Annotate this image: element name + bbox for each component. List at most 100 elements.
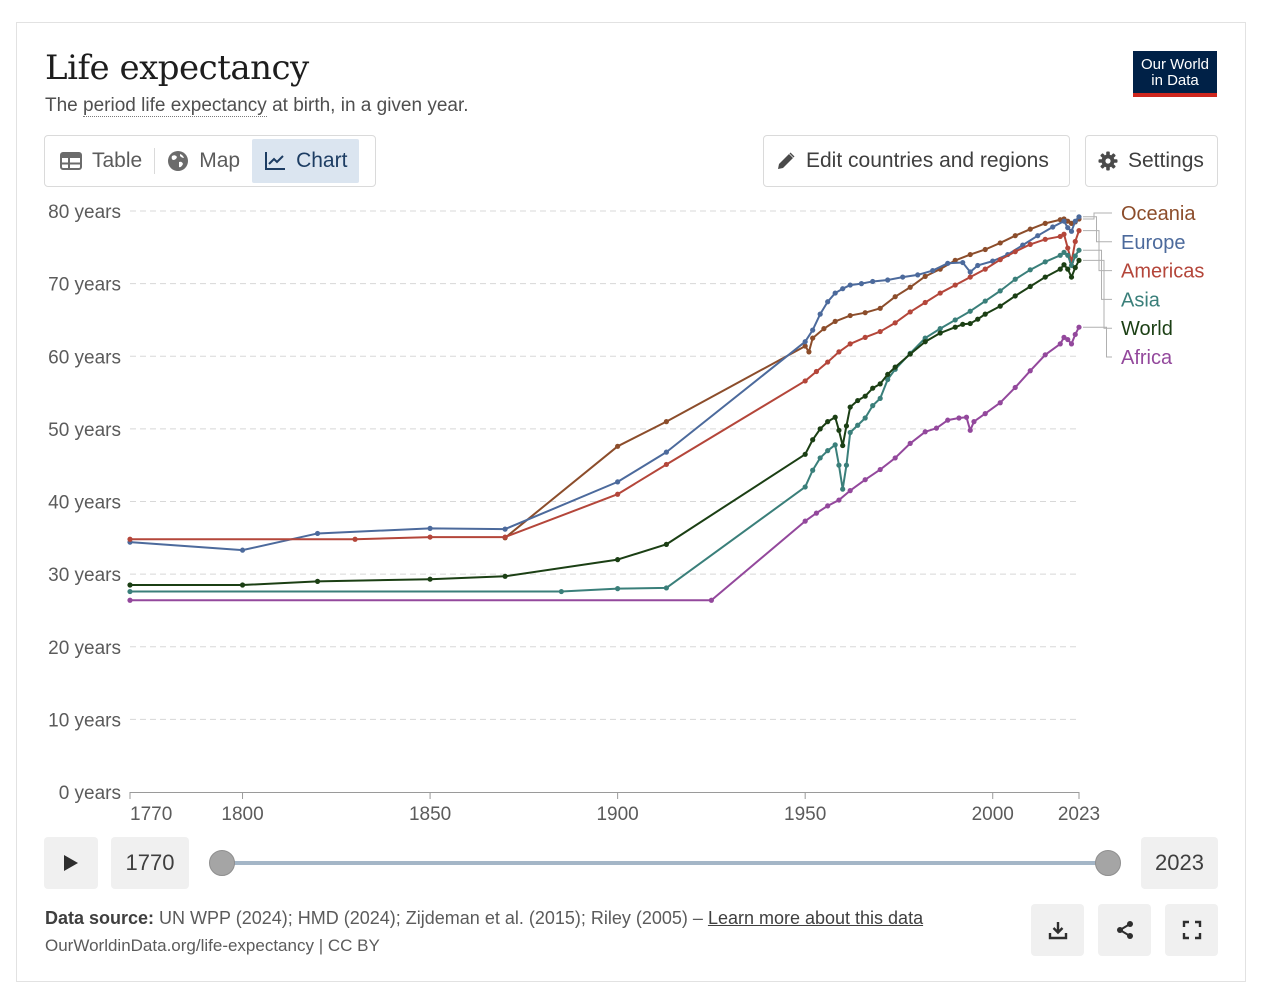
legend-label-world: World: [1121, 318, 1173, 340]
data-point-world: [663, 541, 669, 547]
data-point-asia: [1072, 253, 1078, 259]
data-point-europe: [915, 272, 921, 278]
data-point-americas: [1076, 228, 1082, 234]
series-americas: [127, 228, 1082, 542]
data-point-americas: [802, 378, 808, 384]
legend-label-europe: Europe: [1121, 232, 1186, 254]
share-button[interactable]: [1098, 904, 1151, 956]
data-point-americas: [352, 536, 358, 542]
y-tick-label: 10 years: [48, 710, 121, 731]
tab-chart[interactable]: Chart: [252, 139, 360, 183]
data-point-europe: [1050, 224, 1056, 230]
data-point-americas: [1012, 249, 1018, 255]
data-point-europe: [885, 277, 891, 283]
legend: Oceania Europe Americas Asia World Africa: [1083, 203, 1204, 369]
table-icon: [60, 152, 82, 170]
edit-countries-button[interactable]: Edit countries and regions: [763, 135, 1070, 187]
tab-divider: [154, 148, 156, 174]
data-point-world: [922, 339, 928, 345]
data-point-africa: [836, 497, 842, 503]
period-life-expectancy-link[interactable]: period life expectancy: [83, 95, 267, 117]
data-point-europe: [502, 526, 508, 532]
data-point-oceania: [997, 240, 1003, 246]
learn-more-link[interactable]: Learn more about this data: [707, 908, 924, 928]
data-point-americas: [847, 341, 853, 347]
data-point-asia: [937, 326, 943, 332]
data-point-world: [843, 423, 850, 429]
data-point-africa: [971, 419, 977, 425]
data-point-asia: [1065, 252, 1071, 258]
data-point-europe: [1035, 233, 1041, 239]
data-point-asia: [832, 442, 838, 448]
data-point-world: [907, 351, 913, 357]
source-url: OurWorldinData.org/life-expectancy | CC …: [45, 936, 380, 955]
data-point-africa: [997, 400, 1003, 406]
data-point-world: [997, 303, 1003, 309]
x-tick-label: 1950: [784, 804, 826, 825]
owid-logo[interactable]: Our World in Data: [1133, 51, 1217, 97]
data-point-europe: [945, 260, 951, 266]
data-point-asia: [810, 467, 816, 473]
data-point-oceania: [615, 443, 621, 449]
fullscreen-button[interactable]: [1165, 904, 1218, 956]
x-tick-label: 2023: [1058, 804, 1100, 825]
data-point-americas: [127, 536, 133, 542]
x-tick-label: 1770: [130, 804, 172, 825]
timeline-track[interactable]: [222, 861, 1108, 865]
series-asia: [127, 247, 1082, 595]
y-tick-label: 40 years: [48, 493, 121, 514]
legend-connector-oceania: [1083, 212, 1112, 220]
data-point-africa: [956, 415, 962, 421]
subtitle-suffix: at birth, in a given year.: [266, 95, 469, 116]
subtitle-prefix: The: [45, 95, 84, 116]
data-point-world: [862, 393, 868, 399]
pencil-icon: [778, 152, 795, 169]
data-source: Data source: UN WPP (2024); HMD (2024); …: [45, 908, 923, 929]
data-point-asia: [1027, 267, 1033, 273]
data-point-world: [1068, 274, 1075, 280]
data-point-europe: [1068, 228, 1075, 234]
data-point-world: [975, 316, 981, 322]
play-button[interactable]: [44, 837, 98, 889]
data-point-asia: [840, 486, 846, 492]
data-point-oceania: [810, 335, 816, 341]
timeline-end-handle[interactable]: [1095, 850, 1121, 876]
series-line-americas: [130, 230, 1080, 541]
series-line-asia: [130, 249, 1080, 593]
data-point-europe: [840, 286, 846, 292]
series-world: [127, 257, 1082, 588]
data-point-oceania: [982, 246, 988, 253]
data-point-europe: [832, 290, 838, 296]
globe-icon: [168, 151, 189, 171]
tab-map[interactable]: Map: [155, 139, 252, 183]
settings-button[interactable]: Settings: [1085, 135, 1218, 187]
data-point-asia: [855, 422, 861, 428]
data-point-africa: [892, 455, 898, 461]
tab-table[interactable]: Table: [48, 139, 154, 183]
legend-label-oceania: Oceania: [1121, 203, 1196, 225]
data-point-africa: [922, 429, 928, 435]
data-point-asia: [1042, 259, 1048, 265]
data-point-oceania: [907, 284, 913, 290]
data-point-africa: [933, 425, 940, 431]
data-point-world: [802, 451, 808, 457]
data-point-asia: [1076, 247, 1082, 253]
series-line-world: [130, 259, 1080, 587]
data-point-europe: [1076, 214, 1082, 220]
data-point-oceania: [862, 310, 868, 316]
data-point-africa: [907, 440, 913, 446]
y-tick-label: 30 years: [48, 565, 121, 586]
data-point-oceania: [922, 273, 928, 279]
download-button[interactable]: [1031, 904, 1084, 956]
y-tick-label: 80 years: [48, 202, 121, 223]
data-point-world: [1057, 266, 1063, 272]
data-point-oceania: [967, 251, 973, 258]
chart-title: Life expectancy: [45, 48, 309, 88]
data-point-world: [937, 330, 943, 336]
logo-line-1: Our World: [1140, 56, 1210, 73]
series-africa: [127, 324, 1082, 603]
data-point-europe: [810, 327, 816, 333]
data-point-americas: [825, 359, 831, 365]
timeline-start-handle[interactable]: [209, 850, 235, 876]
data-point-oceania: [832, 318, 838, 324]
